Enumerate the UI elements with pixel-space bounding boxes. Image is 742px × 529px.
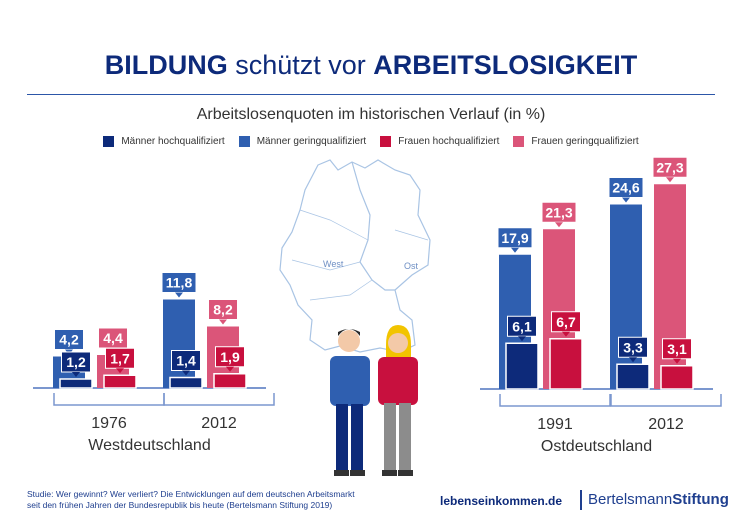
legend-swatch	[103, 136, 115, 147]
data-label: 1,2	[66, 354, 86, 370]
group-bracket	[53, 393, 165, 406]
group-bracket	[163, 393, 275, 406]
legend-label: Frauen hochqualifiziert	[398, 136, 500, 147]
data-label: 6,7	[556, 314, 576, 330]
legend-swatch	[380, 136, 392, 147]
callout-pointer	[116, 368, 124, 374]
callout-pointer	[518, 336, 526, 342]
x-tick-label: 2012	[648, 416, 684, 433]
data-label: 6,1	[512, 318, 532, 334]
bar-männer-geringqualifiziert	[163, 299, 195, 388]
callout-pointer	[622, 197, 630, 203]
man-leg	[336, 404, 348, 470]
woman-head	[388, 333, 408, 353]
legend-label: Männer geringqualifiziert	[256, 136, 367, 147]
bar-männer-geringqualifiziert	[610, 204, 642, 389]
legend-label: Männer hochqualifiziert	[121, 136, 225, 147]
data-label: 21,3	[545, 204, 572, 220]
data-label: 1,4	[176, 353, 196, 369]
germany-map	[279, 159, 431, 353]
data-label: 3,3	[623, 339, 643, 355]
bar-frauen-hochqualifiziert	[660, 365, 694, 390]
x-tick-label: 2012	[201, 415, 237, 432]
bar-männer-hochqualifiziert	[616, 363, 650, 390]
bertelsmann-logo: BertelsmannStiftung	[580, 490, 729, 510]
title-arbeitslosigkeit: ARBEITSLOSIGKEIT	[373, 50, 638, 80]
study-line-2: seit den frühen Jahren der Bundesrepubli…	[27, 500, 333, 510]
legend-item: Frauen hochqualifiziert	[380, 136, 499, 147]
map-label-west: West	[323, 259, 344, 269]
study-line-1: Studie: Wer gewinnt? Wer verliert? Die E…	[27, 489, 355, 499]
chart-subtitle: Arbeitslosenquoten im historischen Verla…	[196, 106, 546, 123]
woman-figure	[378, 325, 418, 476]
callout-pointer	[562, 331, 570, 337]
callout-pointer	[555, 222, 563, 228]
x-tick-label: 1991	[537, 416, 573, 433]
man-hair	[338, 329, 360, 336]
callout-pointer	[629, 357, 637, 363]
website-link[interactable]: lebenseinkommen.de	[440, 494, 563, 508]
title-bildung: BILDUNG	[104, 50, 228, 80]
brand-part2: Stiftung	[672, 491, 729, 508]
brand-part1: Bertelsmann	[588, 491, 673, 508]
man-shoe	[334, 470, 349, 476]
bar-männer-hochqualifiziert	[505, 342, 539, 390]
group-bracket	[499, 394, 611, 407]
callout-pointer	[72, 372, 80, 377]
callout-pointer	[226, 366, 234, 372]
callout-pointer	[511, 247, 519, 253]
legend-item: Männer hochqualifiziert	[103, 136, 225, 147]
title-divider	[27, 94, 715, 95]
data-label: 8,2	[213, 302, 233, 318]
man-figure	[330, 329, 370, 476]
legend-swatch	[238, 136, 250, 147]
woman-leg	[384, 403, 396, 470]
woman-shoe	[382, 470, 397, 476]
group-bracket	[610, 394, 722, 407]
callout-pointer	[219, 319, 227, 325]
man-leg	[351, 404, 363, 470]
legend-item: Männer geringqualifiziert	[238, 136, 367, 147]
data-label: 4,4	[103, 330, 123, 346]
region-label: Westdeutschland	[88, 437, 210, 454]
legend-item: Frauen geringqualifiziert	[513, 136, 639, 147]
woman-leg	[399, 403, 411, 470]
title-middle: schützt vor	[227, 50, 374, 80]
map-label-ost: Ost	[404, 261, 419, 271]
data-label: 1,7	[110, 350, 130, 366]
x-tick-label: 1976	[91, 415, 127, 432]
man-shoe	[350, 470, 365, 476]
study-citation: Studie: Wer gewinnt? Wer verliert? Die E…	[27, 489, 355, 511]
data-label: 27,3	[656, 159, 683, 175]
germany-outline	[279, 159, 431, 353]
bar-männer-hochqualifiziert	[59, 378, 93, 389]
callout-pointer	[175, 292, 183, 298]
man-head	[338, 330, 360, 352]
data-label: 1,9	[220, 349, 240, 365]
callout-pointer	[182, 370, 190, 376]
bar-frauen-hochqualifiziert	[213, 373, 247, 389]
callout-pointer	[673, 358, 681, 364]
region-label: Ostdeutschland	[541, 438, 652, 455]
bar-männer-hochqualifiziert	[169, 376, 203, 389]
bar-frauen-hochqualifiziert	[549, 338, 583, 390]
data-label: 11,8	[166, 275, 193, 291]
legend-swatch	[513, 136, 525, 147]
data-label: 24,6	[612, 180, 639, 196]
woman-shoe	[398, 470, 413, 476]
man-shirt	[330, 356, 370, 406]
data-label: 17,9	[501, 230, 528, 246]
bar-frauen-hochqualifiziert	[103, 374, 137, 389]
data-label: 3,1	[667, 341, 687, 357]
legend-label: Frauen geringqualifiziert	[531, 136, 639, 147]
woman-shirt	[378, 357, 418, 405]
data-label: 4,2	[59, 332, 79, 348]
callout-pointer	[666, 177, 674, 183]
inner-german-border	[351, 161, 395, 291]
state-borders	[291, 209, 429, 301]
page-title: BILDUNG schützt vor ARBEITSLOSIGKEIT	[0, 50, 742, 81]
legend: Männer hochqualifiziert Männer geringqua…	[0, 136, 742, 147]
